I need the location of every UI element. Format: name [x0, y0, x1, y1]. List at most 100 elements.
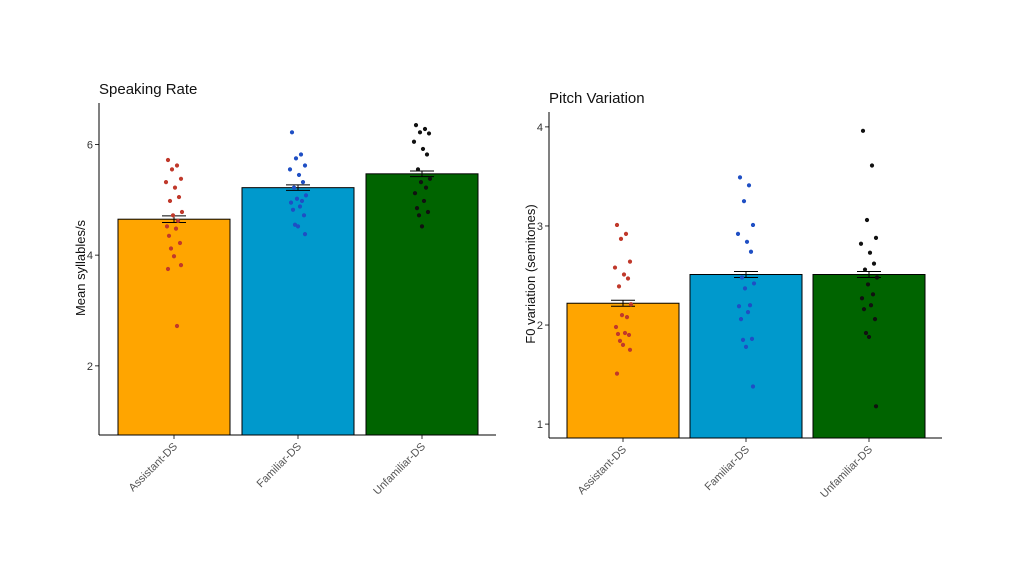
data-point — [749, 336, 755, 342]
data-point — [295, 224, 301, 229]
data-point — [300, 180, 306, 185]
data-point — [421, 198, 427, 204]
data-point — [870, 292, 876, 297]
data-point — [871, 261, 877, 266]
data-point — [746, 183, 752, 188]
data-point — [174, 323, 180, 329]
data-point — [626, 332, 632, 338]
data-point — [750, 222, 756, 228]
data-point — [293, 156, 299, 161]
data-point — [424, 152, 430, 157]
data-point — [417, 130, 423, 135]
bar-assistant-ds — [117, 218, 231, 436]
data-point — [617, 338, 623, 343]
data-point — [868, 303, 874, 308]
data-point — [873, 404, 879, 409]
data-point — [299, 198, 305, 204]
data-point — [627, 259, 633, 264]
data-point — [614, 371, 620, 376]
y-tick-label: 4 — [537, 122, 543, 134]
data-point — [614, 222, 620, 228]
data-point — [747, 303, 753, 308]
data-point — [163, 180, 169, 185]
x-tick-label: Familiar-DS — [703, 444, 753, 494]
data-point — [173, 226, 179, 231]
y-axis-label-speaking-rate: Mean syllables/s — [73, 219, 88, 316]
y-tick-label: 3 — [537, 221, 543, 233]
data-point — [736, 304, 742, 309]
chart-title-pitch-variation: Pitch Variation — [549, 90, 645, 107]
data-point — [613, 324, 619, 330]
data-point — [297, 204, 303, 209]
data-point — [874, 275, 880, 280]
data-point — [737, 175, 743, 180]
data-point — [867, 250, 873, 255]
bar-unfamiliar-ds — [365, 173, 479, 436]
y-tick-label: 2 — [87, 361, 93, 373]
error-bar-unfamiliar-ds — [410, 170, 434, 178]
data-point — [301, 213, 307, 218]
data-point — [302, 232, 308, 237]
y-axis-label-pitch-variation: F0 variation (semitones) — [523, 204, 538, 343]
data-point — [750, 384, 756, 389]
data-point — [864, 217, 870, 223]
data-point — [427, 176, 433, 181]
data-point — [741, 199, 747, 204]
data-point — [627, 347, 633, 352]
data-point — [872, 316, 878, 322]
data-point — [426, 131, 432, 136]
bar-assistant-ds — [566, 302, 680, 439]
data-point — [171, 254, 177, 259]
data-point — [858, 241, 864, 246]
data-point — [294, 196, 300, 201]
data-point — [291, 185, 297, 190]
data-point — [290, 207, 296, 212]
speaking-rate-panel: 2 4 6 Assistant-DS Familiar-DS Unfamiliar-DS — [87, 103, 496, 498]
y-tick-label: 4 — [87, 250, 93, 262]
data-point — [869, 163, 875, 168]
data-point — [296, 172, 302, 178]
data-point — [740, 337, 746, 343]
data-point — [625, 276, 631, 281]
data-point — [619, 313, 625, 318]
data-point — [420, 146, 426, 152]
data-point — [177, 240, 183, 246]
data-point — [164, 224, 170, 229]
data-point — [866, 334, 872, 340]
data-point — [739, 275, 745, 280]
x-tick-label: Assistant-DS — [576, 444, 629, 497]
data-point — [416, 213, 422, 218]
x-tick-label: Unfamiliar-DS — [371, 441, 428, 498]
data-point — [751, 281, 757, 286]
x-tick-label: Familiar-DS — [255, 441, 305, 491]
data-point — [413, 123, 419, 128]
y-tick-label: 1 — [537, 419, 543, 431]
data-point — [302, 163, 308, 168]
data-point — [860, 128, 866, 133]
data-point — [622, 330, 628, 336]
data-point — [425, 209, 431, 215]
data-point — [303, 193, 309, 198]
data-point — [612, 265, 618, 270]
data-point — [167, 198, 173, 204]
error-bar-familiar-ds — [286, 184, 310, 191]
data-point — [170, 213, 176, 218]
data-point — [748, 249, 754, 254]
data-point — [165, 157, 171, 163]
y-tick-label: 2 — [537, 320, 543, 332]
bar-familiar-ds — [689, 274, 803, 439]
data-point — [298, 152, 304, 157]
pitch-variation-panel: 1 2 3 4 Assistant-DS Familiar-DS Unfamiliar-DS — [537, 112, 942, 501]
data-point — [865, 282, 871, 287]
data-point — [289, 130, 295, 135]
data-point — [174, 163, 180, 168]
chart-title-speaking-rate: Speaking Rate — [99, 81, 197, 98]
data-point — [862, 267, 868, 272]
data-point — [168, 246, 174, 251]
data-point — [615, 331, 621, 337]
data-point — [859, 296, 865, 301]
data-point — [288, 200, 294, 205]
bar-unfamiliar-ds — [812, 274, 926, 439]
data-point — [176, 194, 182, 200]
